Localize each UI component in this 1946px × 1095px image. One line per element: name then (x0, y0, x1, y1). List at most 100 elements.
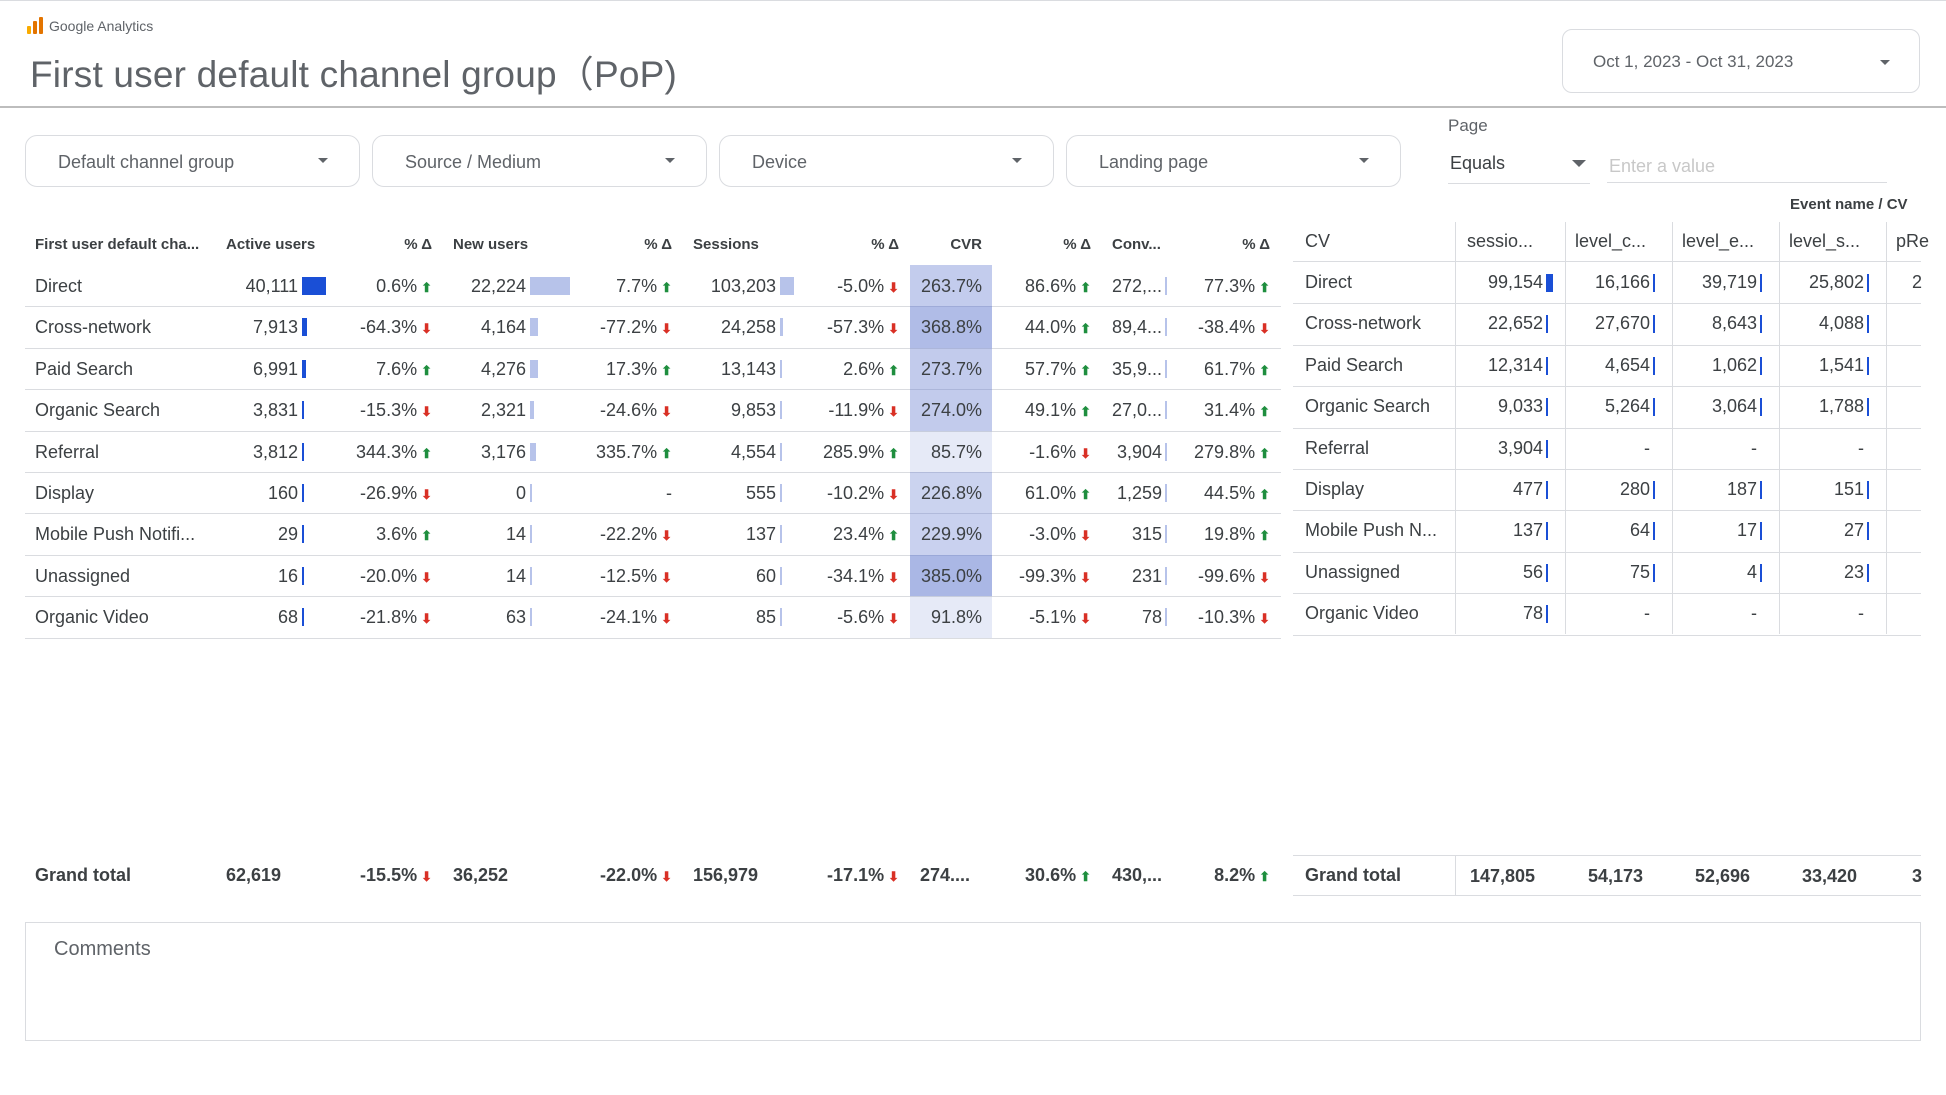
column-header[interactable]: sessio... (1467, 231, 1534, 251)
column-header[interactable]: % Δ (644, 236, 672, 253)
column-header[interactable]: Conv... (1112, 236, 1161, 253)
dropdown-arrow-icon[interactable] (1572, 160, 1586, 167)
page-value-input[interactable] (1607, 150, 1887, 183)
metric-value: 39,719 (1701, 272, 1757, 292)
metric-bar (1653, 315, 1655, 334)
new-users-bar (530, 359, 538, 378)
filter-dropdown[interactable] (25, 135, 360, 187)
column-header[interactable]: New users (453, 236, 529, 253)
arrow-down-icon: ⬇ (421, 869, 432, 884)
row-divider (1293, 634, 1921, 636)
new-users-delta: 17.3% ⬆ (542, 360, 672, 378)
cvr-value: 385.0% (920, 565, 982, 586)
column-header[interactable]: First user default cha... (35, 236, 200, 253)
cvr-heat-cell (910, 554, 992, 597)
new-users-value: 2,321 (480, 400, 526, 421)
metric-bar (1760, 481, 1762, 499)
row-divider (25, 554, 1281, 556)
metric-value: 1,062 (1711, 354, 1757, 375)
filter-dropdown[interactable] (719, 135, 1054, 187)
grand-total-active-users: 62,619 (226, 865, 282, 885)
column-header[interactable]: level_s... (1789, 231, 1861, 251)
sessions-value: 4,554 (730, 441, 776, 462)
metric-bar (1546, 439, 1548, 458)
metric-bar (1546, 481, 1548, 499)
conversions-delta: 279.8% ⬆ (1140, 443, 1270, 461)
row-divider (25, 472, 1281, 473)
grand-total-label: Grand total (1305, 865, 1402, 885)
arrow-down-icon: ⬇ (888, 404, 899, 420)
chevron-down-icon[interactable] (1012, 158, 1022, 163)
column-header[interactable]: Sessions (693, 236, 759, 253)
filter-dropdown[interactable] (1066, 135, 1401, 187)
channel-name[interactable]: Organic Search (35, 400, 161, 421)
filter-label: Default channel group (58, 152, 235, 172)
column-header[interactable]: % Δ (871, 236, 899, 253)
delta-value: -5.6% (837, 607, 885, 628)
metric-bar (1546, 398, 1548, 417)
chevron-down-icon[interactable] (665, 158, 675, 163)
channel-name[interactable]: Direct (1305, 272, 1353, 292)
active-users-value: 40,111 (245, 276, 298, 296)
match-type-value: Equals (1450, 153, 1506, 173)
delta-value: 344.3% (356, 441, 418, 462)
channel-name[interactable]: Mobile Push N... (1305, 520, 1438, 541)
new-users-bar (530, 442, 536, 461)
chevron-down-icon[interactable] (1880, 60, 1890, 65)
conversions-value: 231 (1131, 565, 1162, 586)
channel-name[interactable]: Organic Video (35, 607, 149, 628)
channel-name[interactable]: Unassigned (1305, 561, 1401, 582)
channel-name[interactable]: Organic Video (1305, 603, 1419, 624)
channel-name[interactable]: Cross-network (35, 317, 152, 338)
comments-box[interactable] (25, 922, 1921, 1041)
grand-total-active-users-delta: -15.5% ⬇ (302, 866, 432, 884)
column-header[interactable]: CV (1305, 231, 1331, 251)
channel-name[interactable]: Unassigned (35, 565, 131, 586)
active-users-delta: -21.8% ⬇ (302, 608, 432, 626)
sessions-delta: -5.0% ⬇ (769, 277, 899, 295)
sessions-delta: 23.4% ⬆ (769, 525, 899, 543)
grand-total-conversions-delta: 8.2% ⬆ (1140, 866, 1270, 884)
chevron-down-icon[interactable] (318, 158, 328, 163)
channel-name[interactable]: Mobile Push Notifi... (35, 524, 196, 545)
filter-dropdown[interactable] (372, 135, 707, 187)
column-header[interactable]: % Δ (404, 236, 432, 253)
channel-name[interactable]: Referral (1305, 437, 1370, 458)
column-header[interactable]: % Δ (1063, 236, 1091, 253)
arrow-down-icon: ⬇ (661, 404, 672, 420)
column-header[interactable]: CVR (950, 236, 982, 253)
metric-bar (1546, 274, 1553, 292)
conversions-value: 89,4... (1111, 317, 1162, 338)
conversions-bar (1165, 566, 1167, 585)
metric-value: 1,788 (1818, 396, 1864, 417)
delta-value: -21.8% (360, 607, 418, 628)
metric-value: 75 (1629, 561, 1650, 582)
channel-name[interactable]: Cross-network (1305, 313, 1422, 334)
column-header[interactable]: Active users (226, 236, 316, 253)
sessions-bar (780, 277, 794, 295)
conversions-delta: -10.3% ⬇ (1140, 608, 1270, 626)
column-header[interactable]: level_c... (1575, 231, 1647, 251)
arrow-up-icon: ⬆ (1259, 869, 1270, 884)
date-range-picker[interactable] (1562, 29, 1920, 93)
channel-name[interactable]: Organic Search (1305, 396, 1431, 417)
column-header[interactable]: pRe (1896, 231, 1930, 251)
metric-bar (1760, 356, 1762, 375)
column-header[interactable]: level_e... (1682, 231, 1755, 251)
chevron-down-icon[interactable] (1359, 158, 1369, 163)
channel-name[interactable]: Display (35, 483, 95, 503)
column-header[interactable]: % Δ (1242, 236, 1270, 253)
channel-name[interactable]: Referral (35, 441, 100, 462)
match-type-select[interactable] (1448, 150, 1590, 184)
delta-value: -38.4% (1198, 317, 1256, 338)
channel-name[interactable]: Display (1305, 479, 1365, 499)
delta-value: 57.7% (1025, 358, 1077, 379)
channel-name[interactable]: Paid Search (35, 358, 134, 379)
arrow-up-icon: ⬆ (1080, 487, 1091, 502)
channel-name[interactable]: Paid Search (1305, 354, 1404, 375)
arrow-up-icon: ⬆ (888, 362, 899, 378)
conversions-bar (1165, 484, 1167, 502)
cvr-delta: -5.1% ⬇ (961, 608, 1091, 626)
channel-name[interactable]: Direct (35, 276, 83, 296)
delta-value: -22.2% (600, 524, 658, 545)
